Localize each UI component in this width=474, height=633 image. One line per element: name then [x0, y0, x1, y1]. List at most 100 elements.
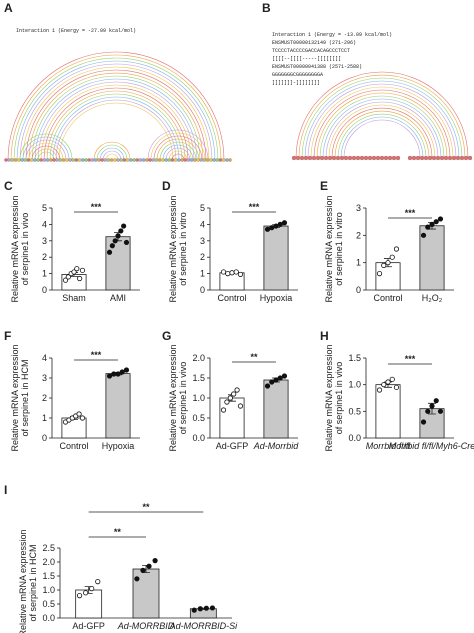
- y-axis-label: Relative mRNA expressionof serpine1 in H…: [18, 529, 38, 633]
- chart-panel: E Relative mRNA expressionof serpine1 in …: [320, 179, 454, 303]
- data-point: [203, 605, 209, 611]
- data-point: [237, 403, 244, 409]
- nucleotide: [228, 158, 232, 162]
- arc: [55, 99, 177, 161]
- y-tick-label: 4: [42, 219, 47, 229]
- nucleotide: [423, 155, 429, 161]
- significance-label: **: [114, 527, 122, 537]
- data-point: [269, 379, 275, 385]
- nucleotide: [391, 155, 397, 161]
- nucleotide: [93, 158, 98, 162]
- y-tick-label: 0.5: [42, 599, 55, 609]
- nucleotide: [451, 155, 457, 161]
- x-tick-label: Ad-MORRBID: [117, 621, 175, 631]
- nucleotide: [183, 158, 187, 162]
- data-point: [277, 221, 283, 227]
- arc: [165, 147, 191, 161]
- y-axis-label-line: of serpine1 in vivo: [20, 213, 30, 286]
- data-point: [76, 592, 83, 599]
- data-point: [273, 377, 279, 383]
- arc: [105, 153, 119, 161]
- arc: [343, 119, 421, 159]
- data-point: [109, 243, 115, 249]
- data-point: [111, 371, 117, 377]
- arc: [304, 80, 460, 159]
- nucleotide: [431, 155, 437, 161]
- nucleotide: [351, 155, 357, 161]
- nucleotide: [319, 155, 325, 161]
- data-point: [264, 226, 271, 232]
- nucleotide: [141, 158, 146, 162]
- arc: [159, 141, 197, 161]
- y-tick-label: 0.5: [192, 413, 205, 423]
- nucleotide: [154, 158, 159, 162]
- arc: [310, 86, 454, 159]
- data-point: [381, 382, 387, 388]
- x-tick-label: Control: [59, 441, 88, 451]
- significance-label: ***: [405, 354, 416, 364]
- y-tick-label: 1.0: [192, 393, 205, 403]
- data-point: [224, 399, 230, 405]
- sequence-text: TCCCCTACCCCGACCACAGCCCTCCT: [272, 48, 350, 54]
- nucleotide: [419, 155, 425, 161]
- nucleotide: [33, 158, 37, 162]
- chart-panel: D Relative mRNA expressionof serpine1 in …: [162, 179, 298, 303]
- arc: [93, 141, 131, 161]
- arc: [52, 96, 180, 161]
- y-tick-label: 0.5: [348, 406, 361, 416]
- arc: [328, 104, 436, 159]
- data-point: [393, 384, 400, 390]
- data-point: [376, 387, 383, 393]
- y-tick-label: 5: [200, 203, 205, 213]
- nucleotide: [170, 158, 175, 162]
- x-tick-label: Morrbid fl/fl/Myh6-Cre: [389, 441, 474, 451]
- nucleotide: [379, 155, 385, 161]
- arc: [340, 116, 424, 159]
- data-point: [146, 563, 152, 569]
- nucleotide: [122, 158, 127, 162]
- data-point: [425, 224, 431, 230]
- nucleotide: [180, 158, 184, 162]
- data-point: [191, 607, 197, 613]
- data-point: [220, 269, 227, 275]
- arc: [325, 101, 439, 159]
- nucleotide: [97, 158, 101, 162]
- y-tick-label: 1.5: [42, 571, 55, 581]
- y-tick-label: 1: [356, 258, 361, 268]
- sequence-text: Interaction 1 (Energy = -27.09 kcal/mol): [16, 28, 136, 34]
- sequence-text: ENSMUST00000041388 (2571-2588): [272, 64, 362, 70]
- nucleotide: [42, 158, 47, 162]
- nucleotide: [129, 158, 133, 162]
- data-point: [433, 398, 439, 404]
- sequence-text: GGGGGGGCGGGGGGGGA: [272, 72, 323, 78]
- arc: [102, 150, 122, 161]
- y-tick-label: 0: [356, 285, 361, 295]
- y-tick-label: 1: [200, 269, 205, 279]
- nucleotide: [20, 158, 24, 162]
- y-tick-label: 2.5: [42, 543, 55, 553]
- nucleotide: [427, 155, 433, 161]
- y-tick-label: 4: [42, 353, 47, 363]
- nucleotide: [55, 158, 59, 162]
- y-tick-label: 2: [42, 252, 47, 262]
- y-tick-label: 1.0: [348, 380, 361, 390]
- nucleotide: [383, 155, 389, 161]
- nucleotide: [363, 155, 369, 161]
- nucleotide: [295, 155, 301, 161]
- nucleotide: [327, 155, 333, 161]
- nucleotide: [323, 155, 329, 161]
- significance-label: ***: [91, 202, 102, 212]
- nucleotide: [335, 155, 341, 161]
- data-point: [227, 395, 233, 401]
- y-tick-label: 0: [200, 285, 205, 295]
- nucleotide: [17, 158, 21, 162]
- y-tick-label: 1.5: [348, 353, 361, 363]
- nucleotide: [65, 158, 69, 162]
- nucleotide: [339, 155, 345, 161]
- panel-letter: I: [4, 483, 7, 497]
- y-tick-label: 0: [42, 285, 47, 295]
- nucleotide: [189, 158, 194, 162]
- data-point: [134, 576, 140, 582]
- x-tick-label: AMI: [110, 293, 126, 303]
- data-point: [237, 271, 244, 278]
